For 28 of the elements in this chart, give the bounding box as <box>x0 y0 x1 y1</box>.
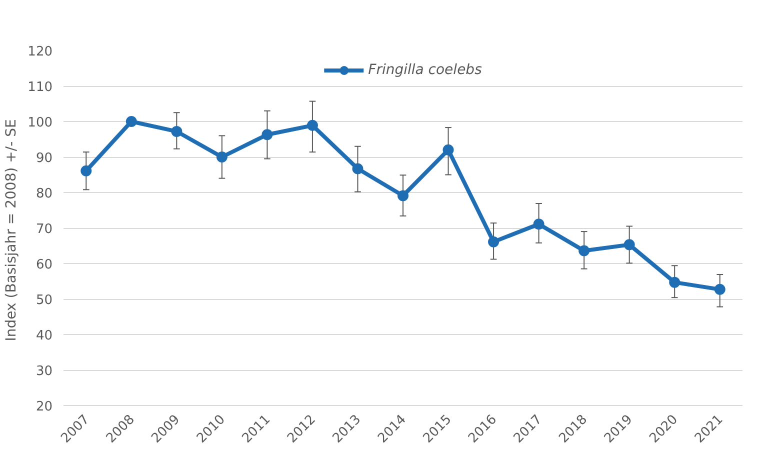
y-tick-label: 120 <box>28 44 53 60</box>
point <box>171 126 182 137</box>
point <box>262 129 273 140</box>
point <box>714 284 726 295</box>
y-tick-label: 90 <box>36 151 53 166</box>
point <box>126 116 137 127</box>
point <box>624 239 635 250</box>
point <box>216 152 228 162</box>
point <box>488 236 500 248</box>
point <box>533 218 544 230</box>
y-tick-label: 60 <box>36 258 53 272</box>
y-tick-label: 40 <box>36 328 53 344</box>
y-tick-label: 100 <box>28 116 53 130</box>
y-tick-label: 110 <box>28 80 53 95</box>
y-tick-label: 30 <box>36 364 53 379</box>
y-tick-label: 70 <box>36 222 53 237</box>
point <box>442 144 454 156</box>
legend-label: Fringilla coelebs <box>368 62 482 78</box>
y-tick-label: 50 <box>36 293 53 308</box>
y-tick-label: 80 <box>36 186 53 202</box>
point <box>578 245 590 256</box>
point <box>398 190 408 202</box>
y-axis-title: Index (Basisjahr = 2008) +/- SE <box>4 119 20 342</box>
point <box>306 120 318 131</box>
point <box>80 165 92 176</box>
point <box>669 276 680 288</box>
point <box>352 163 364 174</box>
y-tick-label: 20 <box>36 400 53 414</box>
